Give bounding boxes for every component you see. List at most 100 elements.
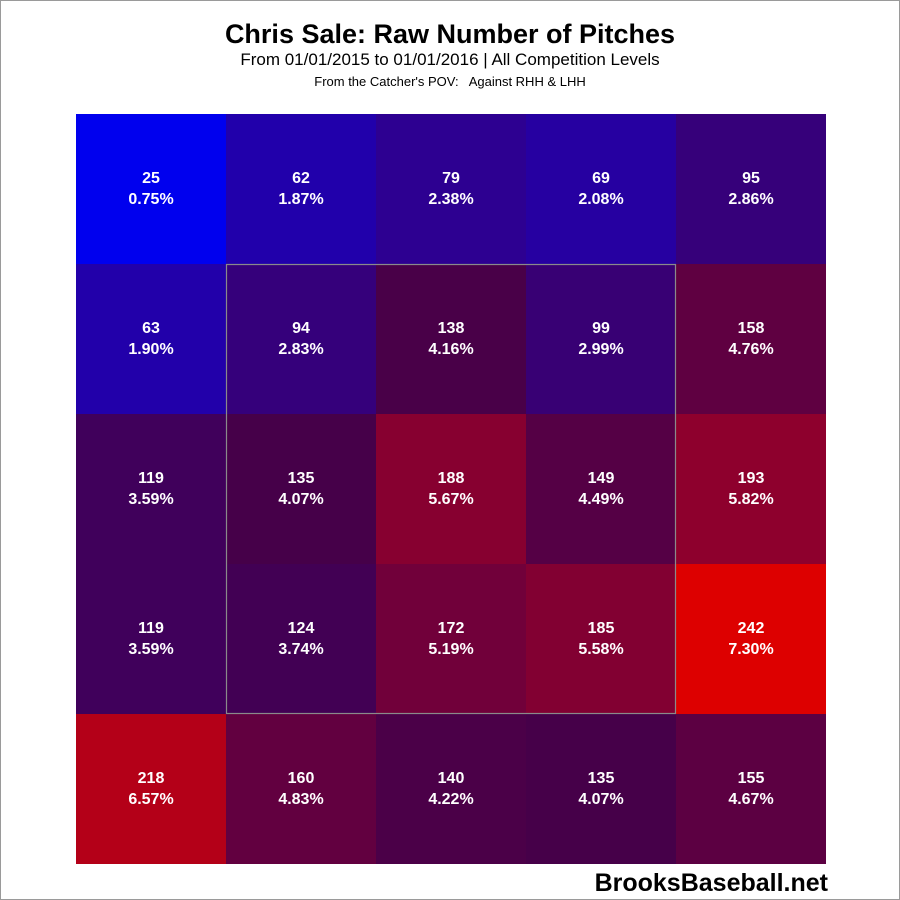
cell-count-label: 63 (142, 320, 160, 337)
heatmap-cell-r3-c3: 185 5.58% (526, 564, 676, 714)
cell-percent-label: 5.82% (728, 491, 773, 508)
cell-count-label: 119 (138, 620, 164, 637)
cell-percent-label: 5.58% (578, 641, 623, 658)
cell-percent-label: 2.99% (578, 341, 623, 358)
cell-count-label: 193 (738, 470, 765, 487)
heatmap-cell-fill (226, 564, 376, 714)
heatmap-cell-r3-c2: 172 5.19% (376, 564, 526, 714)
cell-percent-label: 2.08% (578, 191, 623, 208)
heatmap-cell-fill (76, 114, 226, 264)
heatmap-cell-fill (526, 264, 676, 414)
heatmap-cell-r1-c2: 138 4.16% (376, 264, 526, 414)
cell-count-label: 172 (438, 620, 465, 637)
heatmap-cell-fill (376, 264, 526, 414)
heatmap-cell-r1-c1: 94 2.83% (226, 264, 376, 414)
cell-percent-label: 2.86% (728, 191, 773, 208)
cell-count-label: 95 (742, 170, 760, 187)
cell-percent-label: 3.74% (278, 641, 323, 658)
heatmap-cell-fill (526, 414, 676, 564)
cell-percent-label: 5.19% (428, 641, 473, 658)
cell-count-label: 124 (288, 620, 315, 637)
heatmap-cell-fill (226, 264, 376, 414)
heatmap-cell-r4-c3: 135 4.07% (526, 714, 676, 864)
chart-subtitle-pov: From the Catcher's POV: Against RHH & LH… (314, 74, 586, 89)
heatmap-cell-fill (226, 714, 376, 864)
cell-count-label: 140 (438, 770, 465, 787)
heatmap-cell-r1-c3: 99 2.99% (526, 264, 676, 414)
cell-count-label: 135 (588, 770, 615, 787)
heatmap-cell-fill (676, 564, 826, 714)
heatmap-cell-r2-c1: 135 4.07% (226, 414, 376, 564)
heatmap-cell-fill (76, 714, 226, 864)
heatmap-cell-fill (226, 414, 376, 564)
heatmap-cell-r3-c0: 119 3.59% (76, 564, 226, 714)
cell-count-label: 69 (592, 170, 610, 187)
cell-count-label: 188 (438, 470, 465, 487)
heatmap-cell-r0-c4: 95 2.86% (676, 114, 826, 264)
cell-count-label: 149 (588, 470, 615, 487)
heatmap-cell-fill (526, 714, 676, 864)
cell-percent-label: 6.57% (128, 791, 173, 808)
heatmap-cell-fill (526, 114, 676, 264)
cell-count-label: 155 (738, 770, 765, 787)
cell-percent-label: 4.22% (428, 791, 473, 808)
cell-percent-label: 2.38% (428, 191, 473, 208)
chart-subtitle: From 01/01/2015 to 01/01/2016 | All Comp… (240, 50, 660, 69)
heatmap-cell-r2-c2: 188 5.67% (376, 414, 526, 564)
heatmap-cell-fill (376, 564, 526, 714)
cell-percent-label: 4.49% (578, 491, 623, 508)
cell-count-label: 119 (138, 470, 164, 487)
cell-percent-label: 4.16% (428, 341, 473, 358)
heatmap-cell-r4-c1: 160 4.83% (226, 714, 376, 864)
cell-count-label: 99 (592, 320, 610, 337)
heatmap-cell-fill (526, 564, 676, 714)
cell-count-label: 25 (142, 170, 160, 187)
cell-percent-label: 4.07% (578, 791, 623, 808)
cell-percent-label: 4.67% (728, 791, 773, 808)
heatmap-cell-fill (676, 714, 826, 864)
heatmap-cell-r1-c0: 63 1.90% (76, 264, 226, 414)
heatmap-cell-fill (226, 114, 376, 264)
cell-count-label: 94 (292, 320, 310, 337)
heatmap-cell-fill (676, 414, 826, 564)
heatmap-cell-r4-c4: 155 4.67% (676, 714, 826, 864)
heatmap-cell-fill (76, 414, 226, 564)
cell-count-label: 138 (438, 320, 465, 337)
cell-percent-label: 4.07% (278, 491, 323, 508)
heatmap-cell-fill (76, 564, 226, 714)
heatmap-cell-r4-c2: 140 4.22% (376, 714, 526, 864)
heatmap-cell-r0-c0: 25 0.75% (76, 114, 226, 264)
cell-percent-label: 7.30% (728, 641, 773, 658)
cell-percent-label: 0.75% (128, 191, 173, 208)
heatmap-cell-r2-c3: 149 4.49% (526, 414, 676, 564)
cell-count-label: 62 (292, 170, 310, 187)
cell-percent-label: 5.67% (428, 491, 473, 508)
heatmap-cell-r0-c3: 69 2.08% (526, 114, 676, 264)
cell-percent-label: 1.87% (278, 191, 323, 208)
cell-count-label: 242 (738, 620, 765, 637)
cell-count-label: 218 (138, 770, 165, 787)
cell-percent-label: 4.83% (278, 791, 323, 808)
cell-percent-label: 1.90% (128, 341, 173, 358)
heatmap-cell-fill (376, 114, 526, 264)
cell-percent-label: 3.59% (128, 491, 173, 508)
cell-count-label: 185 (588, 620, 615, 637)
chart-title: Chris Sale: Raw Number of Pitches (224, 19, 676, 49)
strike-zone-outline (225, 263, 677, 715)
heatmap-cell-fill (376, 414, 526, 564)
heatmap-cell-fill (76, 264, 226, 414)
heatmap-cell-r0-c1: 62 1.87% (226, 114, 376, 264)
cell-percent-label: 2.83% (278, 341, 323, 358)
watermark-brooksbaseball: BrooksBaseball.net (594, 869, 828, 897)
cell-count-label: 135 (288, 470, 315, 487)
heatmap-cell-r2-c4: 193 5.82% (676, 414, 826, 564)
cell-percent-label: 3.59% (128, 641, 173, 658)
heatmap-cell-r3-c4: 242 7.30% (676, 564, 826, 714)
cell-count-label: 160 (288, 770, 315, 787)
heatmap-cell-r3-c1: 124 3.74% (226, 564, 376, 714)
cell-count-label: 158 (738, 320, 765, 337)
heatmap-cell-fill (376, 714, 526, 864)
heatmap-cell-r2-c0: 119 3.59% (76, 414, 226, 564)
cell-count-label: 79 (442, 170, 460, 187)
heatmap-cell-fill (676, 264, 826, 414)
